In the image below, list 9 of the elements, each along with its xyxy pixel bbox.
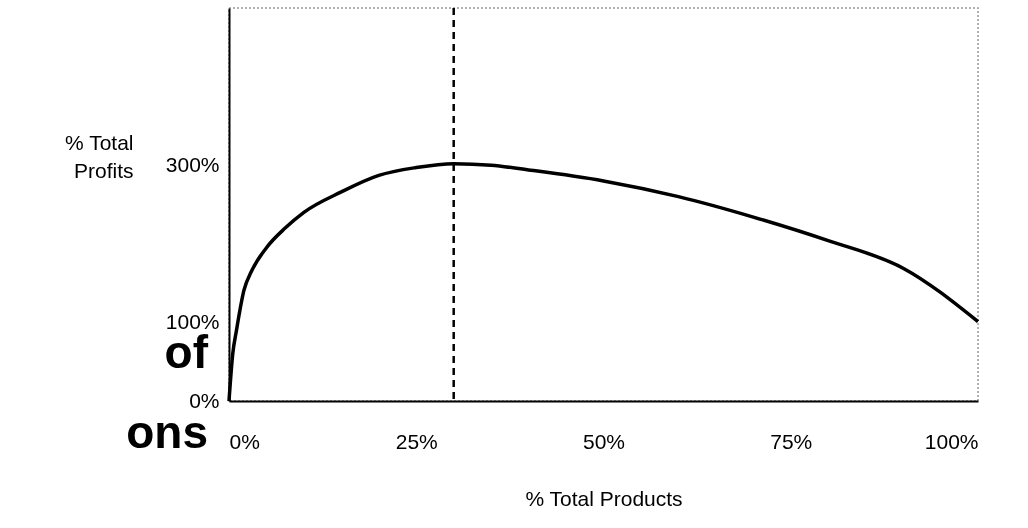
x-tick-label: 0% [229, 429, 260, 453]
y-tick-label: 300% [165, 152, 220, 176]
x-tick-label: 100% [924, 429, 979, 453]
x-tick-label: 25% [395, 429, 438, 453]
x-axis-title: % Total Products [525, 486, 683, 510]
x-tick-label: 75% [770, 429, 813, 453]
y-tick-label: 0% [189, 388, 220, 412]
x-tick-label: 50% [582, 429, 626, 453]
y-axis-title: % Total Profits [65, 130, 134, 182]
